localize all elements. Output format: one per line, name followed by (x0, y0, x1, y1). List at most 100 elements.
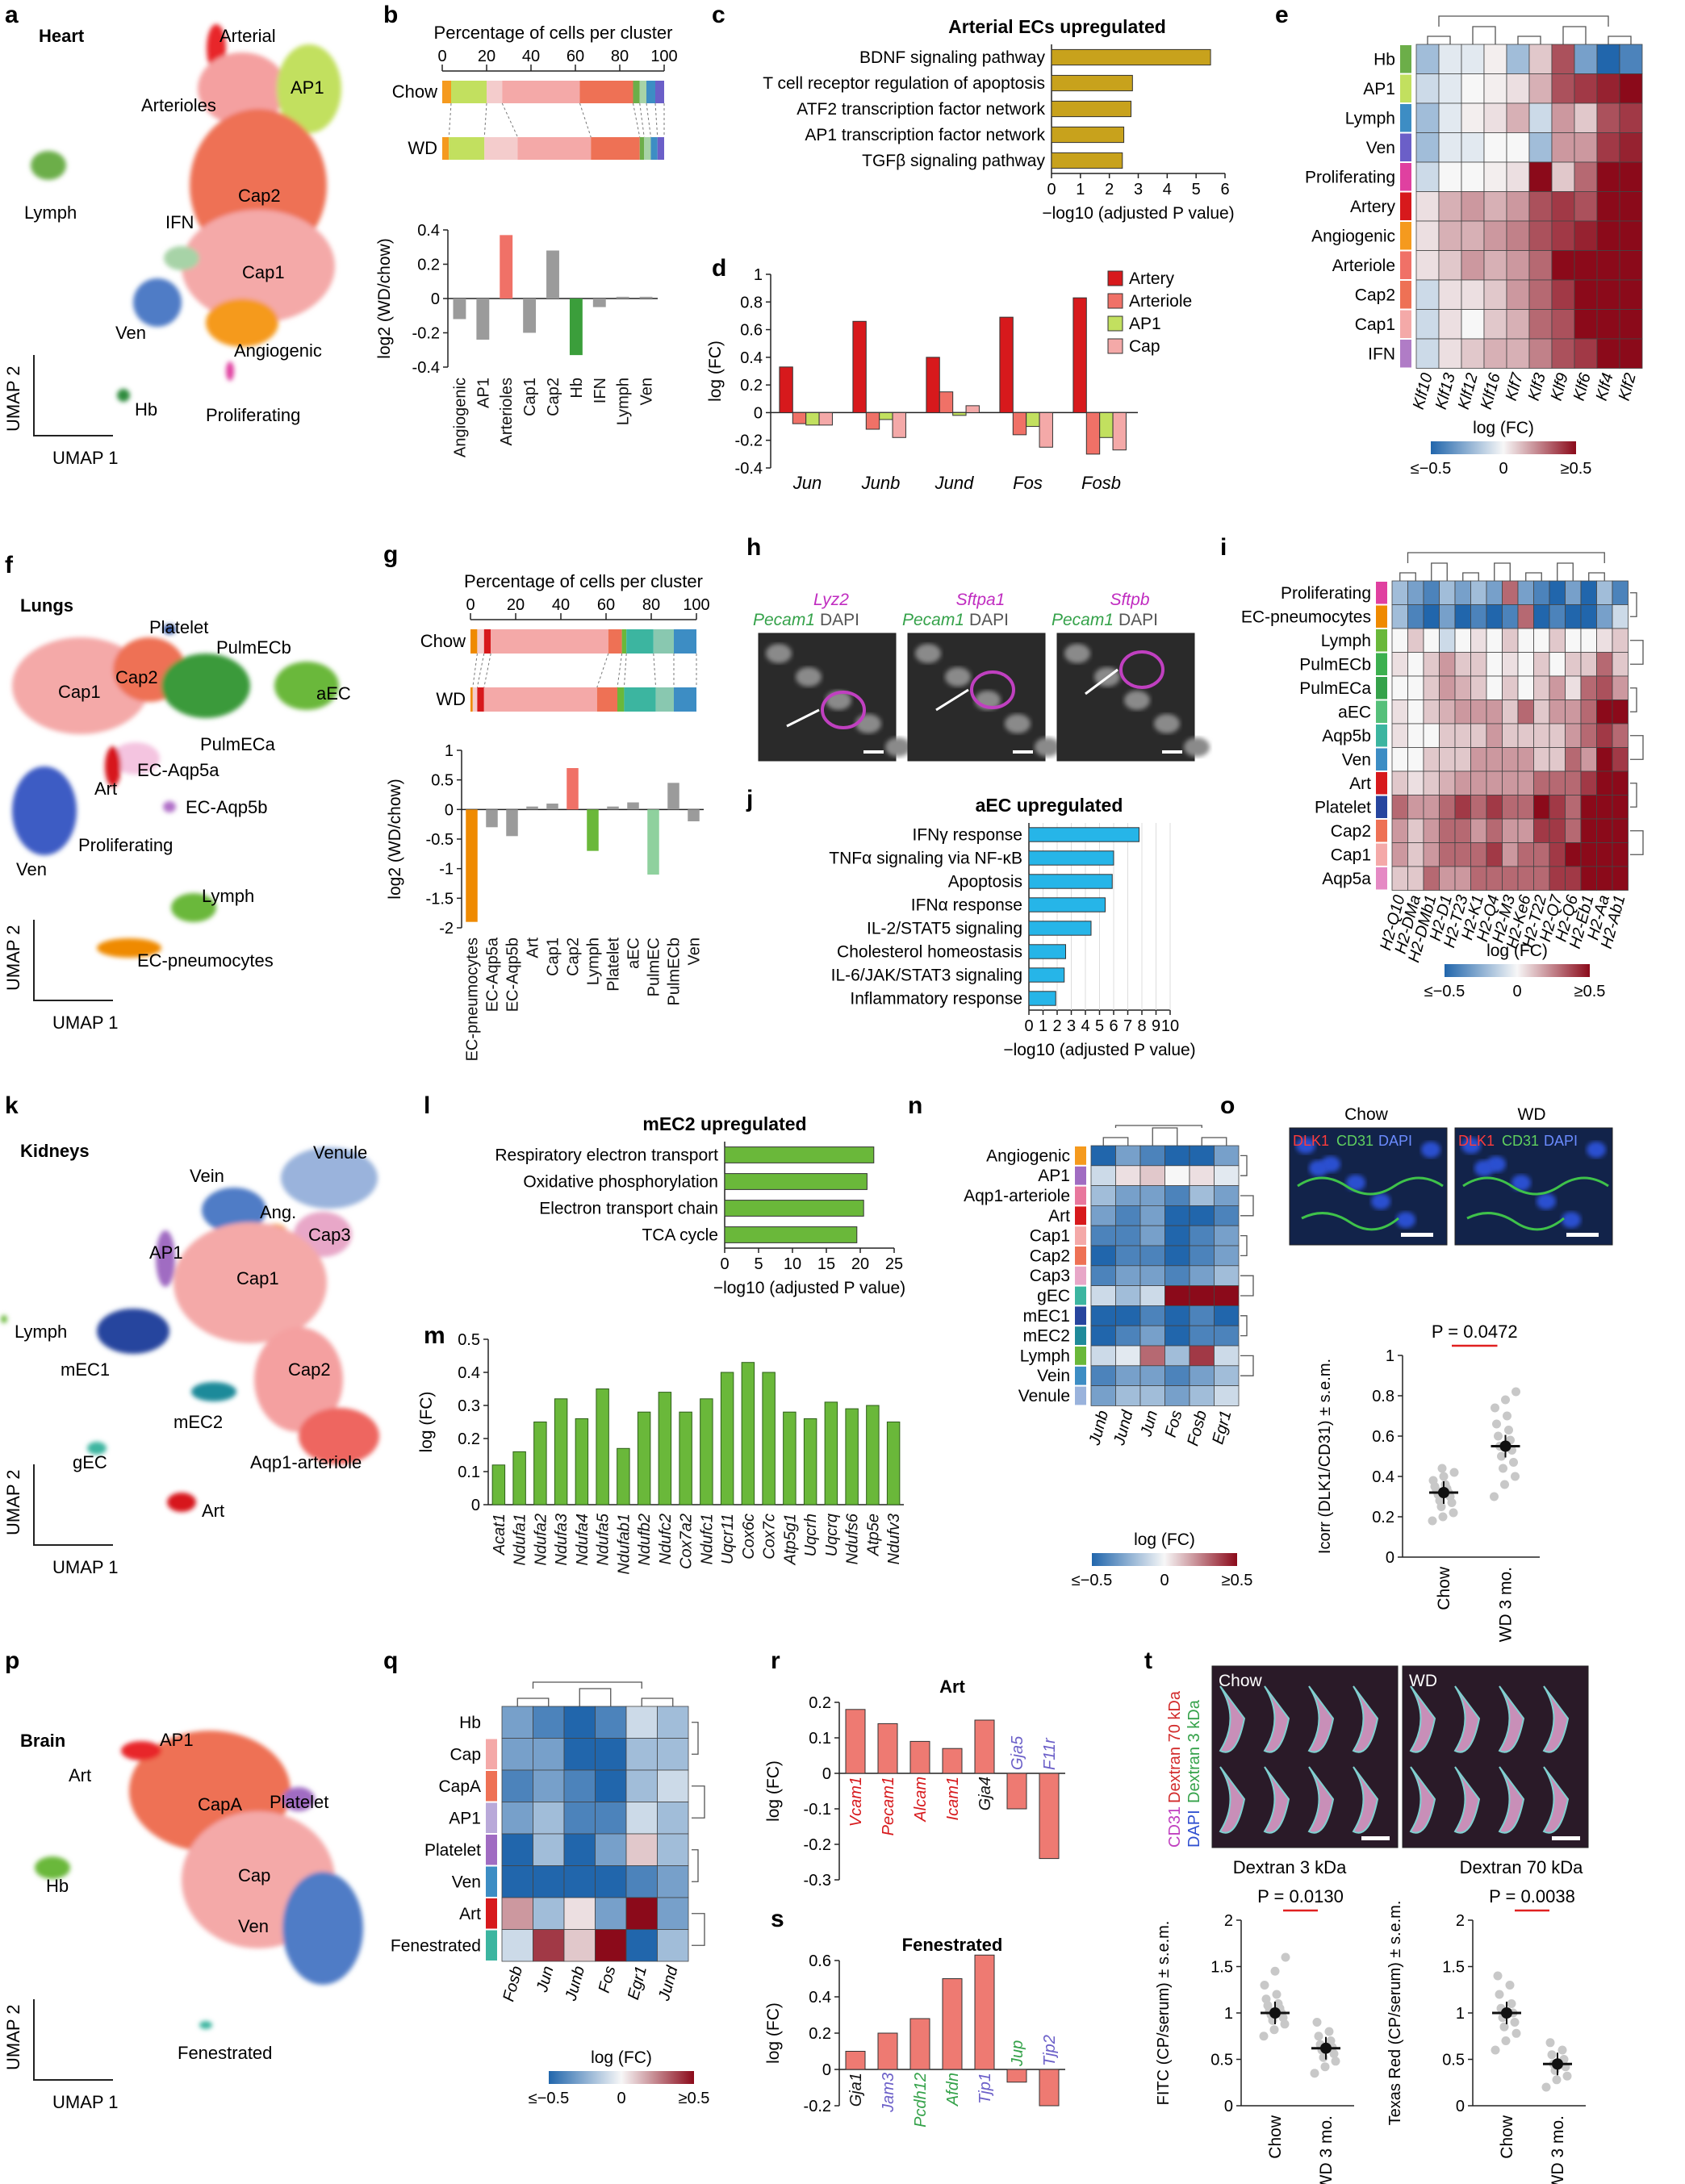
heat-cell (1470, 747, 1487, 772)
category-label: Cox6c (740, 1514, 758, 1560)
connector-line (448, 102, 452, 138)
bar (567, 768, 579, 810)
umap-axis-y: UMAP 2 (3, 925, 23, 991)
y-tick-label: 0 (471, 1497, 480, 1514)
connector-line (654, 102, 659, 138)
umap-label: Aqp1-arteriole (250, 1452, 362, 1472)
heat-cell (1438, 44, 1462, 74)
nucleus-blob (1587, 1142, 1606, 1158)
heat-cell (1612, 580, 1629, 605)
heat-cell (1407, 818, 1424, 843)
bar (667, 783, 679, 810)
x-axis-label: −log10 (adjusted P value) (1003, 1041, 1195, 1059)
column-label: Junb (1085, 1409, 1112, 1448)
y-axis-label: log (FC) (764, 2002, 783, 2064)
heat-cell (1612, 675, 1629, 700)
heat-cell (1391, 795, 1408, 820)
heat-cell (1502, 699, 1519, 725)
bar (533, 1422, 547, 1505)
heat-cell (533, 1769, 565, 1802)
umap-label: Vein (190, 1166, 224, 1186)
row-color-bar (1075, 1266, 1086, 1285)
heat-cell (1407, 842, 1424, 867)
umap-label: Platelet (149, 617, 208, 637)
heat-cell (1423, 795, 1440, 820)
column-label: Egr1 (625, 1965, 650, 2002)
x-axis-label: −log10 (adjusted P value) (713, 1279, 905, 1297)
heat-cell (1506, 44, 1530, 74)
row-label: Ven (1366, 139, 1395, 157)
data-point (1438, 1512, 1448, 1522)
x-tick-label: 15 (817, 1255, 835, 1273)
side-channel-label: CD31 (1166, 1806, 1184, 1848)
panel-letter-f: f (5, 552, 14, 578)
legend-tick-label: 0 (617, 2090, 625, 2107)
data-point (1273, 1999, 1283, 2008)
legend-gradient (1092, 1553, 1237, 1566)
heat-cell (657, 1865, 689, 1898)
heat-cell (1580, 818, 1597, 843)
heat-cell (1407, 866, 1424, 891)
category-label: Tjp1 (976, 2073, 994, 2104)
heat-cell (1528, 73, 1553, 104)
stack-segment (442, 81, 451, 103)
heat-cell (1415, 191, 1440, 222)
bar (637, 1411, 651, 1505)
heat-cell (533, 1929, 565, 1962)
heatmap-q: Hb Cap CapA AP1 Platelet Ven Art Fenestrated Fos… (391, 1681, 709, 2107)
connector-line (579, 102, 592, 138)
category-label: T cell receptor regulation of apoptosis (763, 74, 1045, 93)
stack-segment (483, 629, 491, 654)
heat-cell (1415, 102, 1440, 133)
panel-letter-b: b (383, 2, 398, 28)
heat-cell (595, 1865, 627, 1898)
category-label: Gja5 (1009, 1735, 1026, 1770)
heat-cell (1391, 699, 1408, 725)
x-tick-label: 3 (1067, 1017, 1076, 1035)
umap-clusters-heart (31, 24, 341, 402)
umap-label: Cap2 (288, 1359, 331, 1380)
heat-cell (1596, 723, 1613, 748)
category-label: Ndufa4 (574, 1514, 592, 1566)
column-dendrogram (1102, 1125, 1227, 1146)
y-tick-label: 1.5 (1210, 1959, 1233, 1977)
heat-cell (1454, 723, 1471, 748)
y-tick-label: 0 (1386, 1549, 1394, 1567)
heat-cell (657, 1706, 689, 1739)
heat-cell (1439, 628, 1456, 653)
heat-cell (1391, 604, 1408, 629)
data-point (1491, 1403, 1499, 1413)
panel-letter-g: g (383, 541, 398, 568)
stack-segment (470, 629, 478, 654)
umap-label: AP1 (149, 1242, 183, 1263)
row-dendrogram (1240, 1155, 1254, 1376)
row-color-bar (1400, 222, 1411, 250)
heat-cell (1483, 309, 1507, 340)
heat-cell (1470, 604, 1487, 629)
bar (617, 1447, 630, 1505)
stack-segment (621, 629, 627, 654)
heat-cell (1164, 1305, 1190, 1326)
heat-cell (533, 1738, 565, 1771)
heat-cell (1549, 747, 1566, 772)
heat-cell (1407, 723, 1424, 748)
bar (546, 250, 559, 299)
heat-cell (1090, 1145, 1116, 1167)
heat-cell (1517, 747, 1534, 772)
bar (1012, 411, 1027, 436)
image-channel-label: Pecam1 (902, 611, 964, 629)
scale-bar (1162, 750, 1182, 754)
nucleus-blob (1562, 1212, 1581, 1228)
image-channel-label: DLK1 (1293, 1133, 1329, 1149)
heat-cell (1574, 220, 1598, 251)
category-label: Jup (1009, 2040, 1026, 2067)
heat-cell (1189, 1365, 1215, 1387)
heat-cell (1438, 220, 1462, 251)
heat-cell (1506, 250, 1530, 281)
data-point (1281, 1952, 1290, 1962)
stack-segment (442, 137, 449, 160)
y-tick-label: -0.4 (412, 359, 440, 377)
legend-label: Artery (1129, 269, 1175, 288)
heat-cell (1391, 675, 1408, 700)
y-tick-label: 0.2 (1372, 1509, 1394, 1526)
